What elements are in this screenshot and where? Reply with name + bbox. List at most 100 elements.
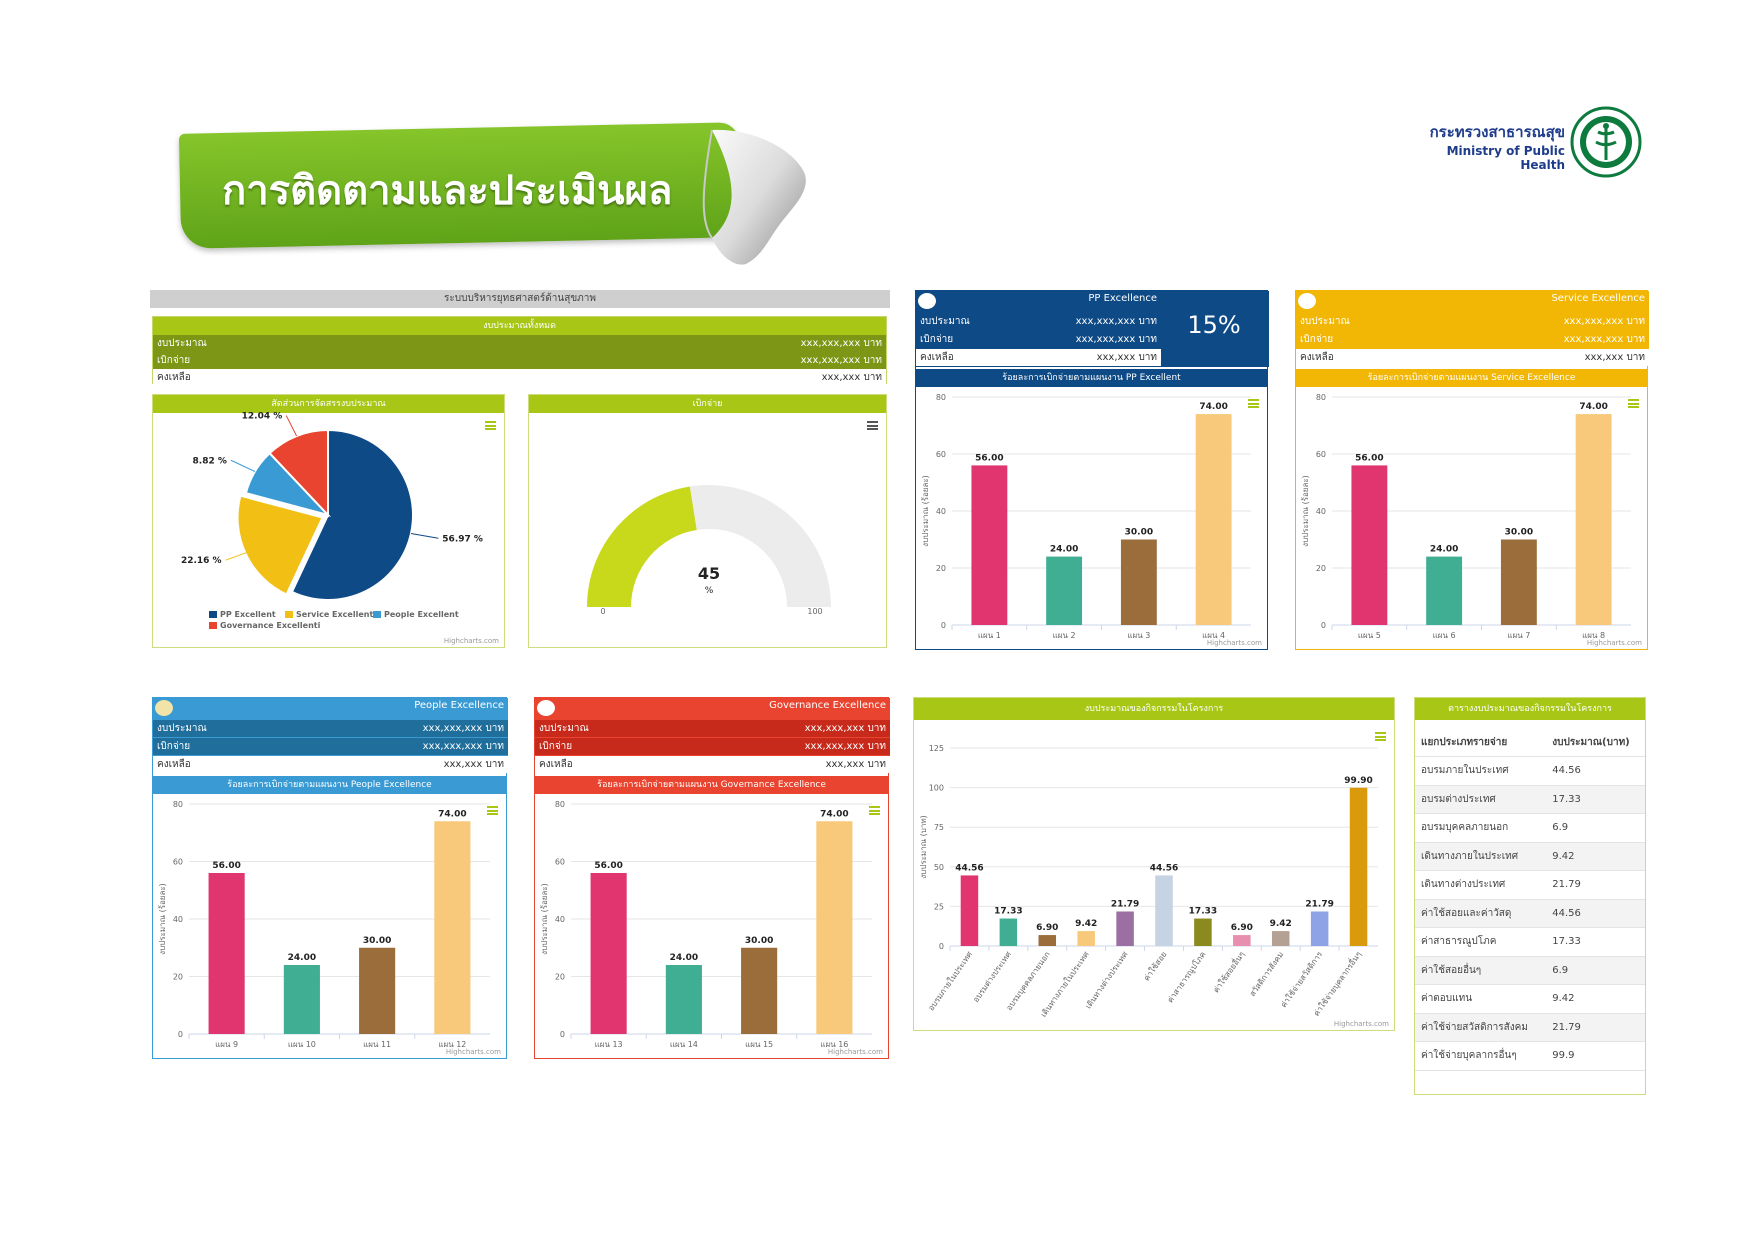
bar[interactable] [434,821,471,1034]
activity-bar-chart: 0 25 50 75 100 125 งบประมาณ (บาท) 44.56 อบรมภายใ… [919,744,1378,1019]
bar[interactable] [971,465,1008,625]
overview-row-remaining: คงเหลือ xxx,xxx บาท [153,369,886,386]
pie-data-label: 56.97 % [442,534,483,544]
chart-menu-icon[interactable] [487,806,498,815]
budget-amount-cell: 17.33 [1546,785,1645,814]
pie-slice[interactable] [236,494,324,596]
budget-amount-cell: 44.56 [1546,756,1645,786]
bar[interactable] [1194,918,1212,946]
chart-menu-icon[interactable] [1248,399,1259,408]
gauge-min-label: 0 [600,607,605,616]
bar[interactable] [359,947,396,1034]
bar[interactable] [208,873,245,1034]
bar[interactable] [1500,539,1537,626]
x-tick-label: แผน 12 [438,1040,466,1049]
pie-connector [410,532,439,539]
gauge-value-arc [587,486,697,607]
bar[interactable] [960,875,979,946]
governance-row-remaining: คงเหลือ xxx,xxx บาท [535,756,890,773]
bar[interactable] [283,965,320,1034]
table-row: เดินทางภายในประเทศ 9.42 [1415,842,1645,871]
bar[interactable] [1038,935,1057,946]
legend-item[interactable]: PP Excellent [220,610,276,619]
people-chart-title: ร้อยละการเบิกจ่ายตามแผนงาน People Excell… [153,776,506,794]
service-bar-chart: 0 20 40 60 80 งบประมาณ (ร้อยละ) 56.00 แผน 5 24.0… [1301,393,1631,640]
governance-row-budget: งบประมาณ xxx,xxx,xxx บาท [535,720,890,737]
bar[interactable] [1046,556,1083,625]
y-tick-label: 125 [929,744,944,753]
service-row-budget: งบประมาณ xxx,xxx,xxx บาท [1300,316,1645,327]
bar[interactable] [1116,911,1134,946]
y-axis-label: งบประมาณ (บาท) [919,815,928,878]
highcharts-credit: Highcharts.com [827,1048,883,1056]
chart-menu-icon[interactable] [485,421,496,430]
pp-name: PP Excellence [1088,293,1157,304]
x-tick-label: แผน 1 [978,631,1001,640]
bar[interactable] [1351,465,1388,625]
table-row: อบรมต่างประเทศ 17.33 [1415,785,1645,814]
bar[interactable] [1120,539,1157,626]
bar[interactable] [816,821,853,1034]
x-tick-label: แผน 4 [1202,631,1225,640]
bar[interactable] [1195,414,1232,625]
bar-data-label: 9.42 [1075,919,1097,929]
table-row: ค่าใช้จ่ายบุคลากรอื่นๆ 99.9 [1415,1041,1645,1071]
y-axis-label: งบประมาณ (ร้อยละ) [158,883,167,955]
expense-type-cell: ค่าสาธารณูปโภค [1415,927,1547,957]
bar[interactable] [1077,931,1095,946]
bar-data-label: 17.33 [994,907,1022,917]
chart-menu-icon[interactable] [867,421,878,430]
pie-chart: 56.97 % 22.16 % 8.82 % 12.04 % PP Excellent S… [181,412,483,630]
bar[interactable] [1233,935,1251,946]
bar-data-label: 6.90 [1036,923,1058,933]
expense-type-cell: ค่าใช้สอยอื่นๆ [1415,956,1547,985]
bar-data-label: 30.00 [363,936,391,946]
y-tick-label: 100 [929,784,944,793]
pie-chart-title: สัดส่วนการจัดสรรงบประมาณ [153,395,504,413]
chart-menu-icon[interactable] [1375,732,1386,741]
service-summary [1296,291,1649,349]
bar[interactable] [1271,931,1290,946]
pp-chart-title: ร้อยละการเบิกจ่ายตามแผนงาน PP Excellent [916,369,1267,387]
y-tick-label: 0 [941,621,946,630]
legend-item[interactable]: People Excellent [384,610,459,619]
x-tick-label: แผน 13 [595,1040,623,1049]
x-tick-label: ค่าใช้จ่ายสวัสดิการ [1279,949,1325,1009]
chart-menu-icon[interactable] [869,806,880,815]
bar[interactable] [1155,875,1173,946]
activity-budget-panel: งบประมาณของกิจกรรมในโครงการ 0 25 50 75 100 12… [913,697,1395,1031]
legend-item[interactable]: Service Excellent [296,610,373,619]
bar-data-label: 56.00 [594,861,622,871]
legend-item[interactable]: Governance Excellenti [220,621,321,630]
legend-swatch [209,611,217,618]
bar[interactable] [741,947,778,1034]
bar-data-label: 24.00 [670,953,698,963]
table-row: อบรมบุคคลภายนอก 6.9 [1415,813,1645,843]
bar[interactable] [1349,787,1368,946]
bar[interactable] [999,918,1018,946]
bar-data-label: 30.00 [1505,528,1533,538]
highcharts-credit: Highcharts.com [445,1048,501,1056]
bar[interactable] [1426,556,1463,625]
bar[interactable] [1310,911,1329,946]
y-tick-label: 40 [936,507,946,516]
bar-data-label: 21.79 [1305,899,1333,909]
expense-type-cell: เดินทางภายในประเทศ [1415,842,1547,871]
bar-data-label: 21.79 [1111,899,1139,909]
bar-data-label: 17.33 [1189,907,1217,917]
pp-row-budget: งบประมาณ xxx,xxx,xxx บาท [920,316,1157,327]
bar[interactable] [590,873,627,1034]
bar-data-label: 24.00 [1430,545,1458,555]
x-tick-label: เดินทางต่างประเทศ [1084,950,1130,1010]
gauge-panel: เบิกจ่าย 45 % 0 100 [528,394,887,648]
budget-amount-cell: 6.9 [1546,813,1645,843]
bar[interactable] [1575,414,1612,625]
pie-slice[interactable] [268,428,329,518]
expense-type-cell: ค่าตอบแทน [1415,984,1547,1014]
people-logo-icon [155,700,173,716]
bar[interactable] [665,965,702,1034]
budget-amount-cell: 9.42 [1546,984,1645,1014]
y-tick-label: 20 [555,973,565,982]
people-row-budget: งบประมาณ xxx,xxx,xxx บาท [153,720,508,737]
chart-menu-icon[interactable] [1628,399,1639,408]
